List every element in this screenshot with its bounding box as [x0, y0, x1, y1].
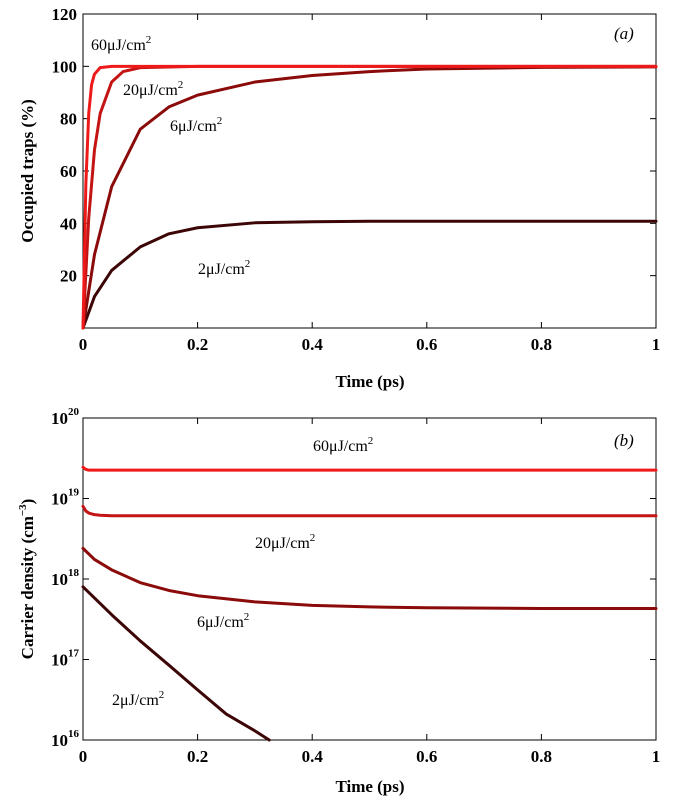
panel-a-label: (a): [614, 24, 634, 43]
panel-b-series-line-3: [83, 587, 269, 740]
panel-a-y-tick-label: 120: [52, 5, 78, 24]
panel-b-x-tick-label: 0.2: [187, 747, 208, 766]
panel-a-y-tick-label: 40: [60, 214, 77, 233]
panel-b-y-axis-title: Carrier density (cm−3): [17, 499, 37, 660]
panel-a-series-line-1: [83, 67, 656, 328]
panel-b-series-line-0: [83, 467, 656, 470]
panel-a-x-axis-title: Time (ps): [335, 372, 404, 391]
panel-b-y-tick-label: 1016: [51, 728, 80, 750]
panel-a-series-line-0: [83, 221, 656, 328]
panel-b-annotation-60: 60μJ/cm2: [313, 435, 373, 455]
panel-a-x-tick-label: 0.6: [416, 335, 437, 354]
panel-b-y-tick-label: 1017: [51, 648, 80, 670]
panel-b-y-tick-label: 1020: [51, 406, 80, 428]
panel-b-x-tick-label: 0.8: [531, 747, 552, 766]
panel-a-y-tick-label: 60: [60, 162, 77, 181]
panel-b-annotation-6: 6μJ/cm2: [197, 611, 249, 631]
panel-a-y-tick-label: 20: [60, 267, 77, 286]
panel-a: 0 0.2 0.4 0.6 0.8 1 20 40 60 80 100 120 (a) Time (…: [18, 5, 660, 391]
panel-b-frame: [83, 418, 656, 740]
panel-a-y-tick-label: 100: [52, 57, 78, 76]
panel-b-y-tick-label: 1019: [51, 487, 80, 509]
panel-a-annotation-6: 6μJ/cm2: [170, 115, 222, 135]
panel-b-label: (b): [614, 431, 634, 450]
panel-a-series: [83, 66, 656, 328]
panel-b-y-tick-label: 1018: [51, 567, 80, 589]
panel-b-x-tick-label: 0.6: [416, 747, 437, 766]
panel-b-series-line-2: [83, 548, 656, 608]
panel-b-x-tick-label: 0: [79, 747, 88, 766]
panel-a-x-tick-label: 1: [652, 335, 661, 354]
panel-b-x-tick-label: 1: [652, 747, 661, 766]
panel-b-series-line-1: [83, 506, 656, 515]
panel-a-y-tick-label: 80: [60, 110, 77, 129]
panel-a-x-tick-label: 0.2: [187, 335, 208, 354]
panel-a-annotation-2: 2μJ/cm2: [198, 258, 250, 278]
panel-a-annotation-20: 20μJ/cm2: [123, 79, 183, 99]
panel-a-x-tick-label: 0: [79, 335, 88, 354]
panel-a-y-axis-title: Occupied traps (%): [18, 99, 37, 243]
panel-b-annotation-20: 20μJ/cm2: [255, 532, 315, 552]
panel-a-annotation-60: 60μJ/cm2: [91, 34, 151, 54]
panel-a-x-tick-label: 0.8: [531, 335, 552, 354]
panel-b-x-axis-title: Time (ps): [335, 777, 404, 796]
panel-a-x-tick-label: 0.4: [302, 335, 324, 354]
panel-b-annotation-2: 2μJ/cm2: [112, 689, 164, 709]
panel-b-series: [83, 467, 656, 740]
panel-a-frame: [83, 14, 656, 328]
panel-b-x-tick-label: 0.4: [302, 747, 324, 766]
